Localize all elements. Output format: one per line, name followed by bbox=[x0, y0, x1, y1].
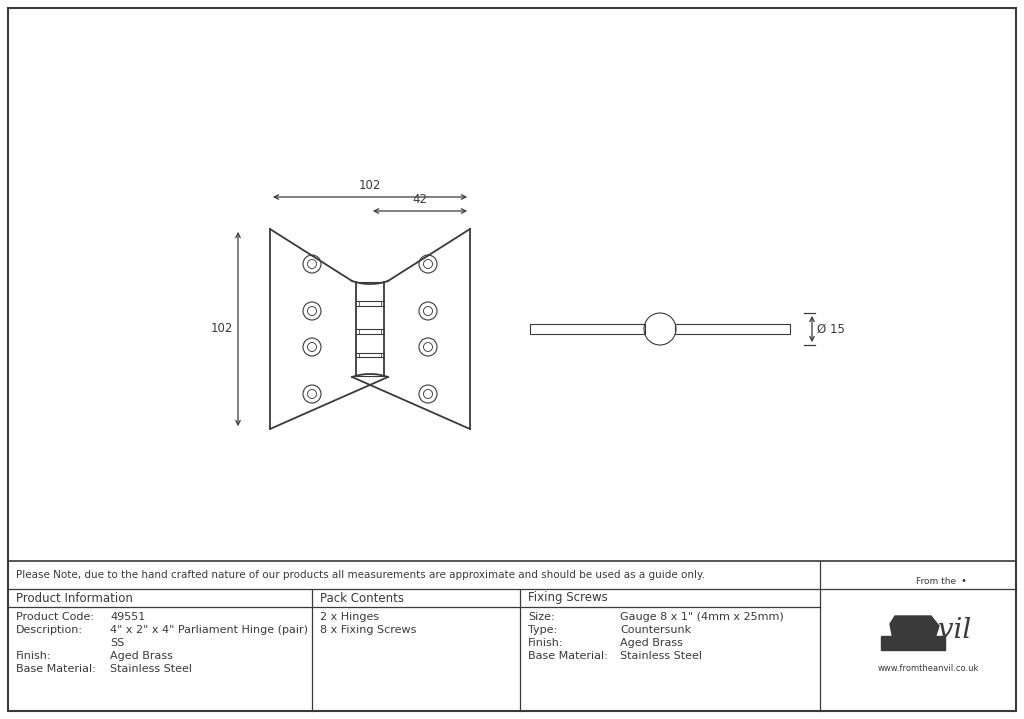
Text: Description:: Description: bbox=[16, 625, 83, 635]
Text: 8 x Fixing Screws: 8 x Fixing Screws bbox=[319, 625, 417, 635]
Text: Finish:: Finish: bbox=[16, 651, 51, 661]
Text: Base Material:: Base Material: bbox=[16, 664, 96, 674]
Bar bbox=[675, 324, 790, 334]
Text: Stainless Steel: Stainless Steel bbox=[110, 664, 193, 674]
Text: Aged Brass: Aged Brass bbox=[620, 638, 683, 648]
Text: 102: 102 bbox=[358, 179, 381, 192]
Text: Gauge 8 x 1" (4mm x 25mm): Gauge 8 x 1" (4mm x 25mm) bbox=[620, 612, 783, 622]
Text: 2 x Hinges: 2 x Hinges bbox=[319, 612, 379, 622]
Text: Type:: Type: bbox=[528, 625, 557, 635]
Text: From the: From the bbox=[915, 577, 956, 586]
Text: Product Information: Product Information bbox=[16, 592, 133, 605]
Text: Ø 15: Ø 15 bbox=[817, 323, 845, 336]
Text: Anvil: Anvil bbox=[900, 618, 972, 644]
Bar bbox=[881, 636, 945, 650]
Text: •: • bbox=[961, 576, 966, 586]
Text: SS: SS bbox=[110, 638, 124, 648]
Polygon shape bbox=[890, 616, 939, 650]
Text: www.fromtheanvil.co.uk: www.fromtheanvil.co.uk bbox=[878, 664, 979, 673]
Text: Fixing Screws: Fixing Screws bbox=[528, 592, 608, 605]
Text: Finish:: Finish: bbox=[528, 638, 563, 648]
Text: 4" x 2" x 4" Parliament Hinge (pair): 4" x 2" x 4" Parliament Hinge (pair) bbox=[110, 625, 308, 635]
Text: 102: 102 bbox=[211, 323, 233, 336]
Text: Pack Contents: Pack Contents bbox=[319, 592, 404, 605]
Bar bbox=[530, 324, 645, 334]
Text: Aged Brass: Aged Brass bbox=[110, 651, 173, 661]
Text: 49551: 49551 bbox=[110, 612, 145, 622]
Text: Stainless Steel: Stainless Steel bbox=[620, 651, 702, 661]
Text: Size:: Size: bbox=[528, 612, 555, 622]
Text: Base Material:: Base Material: bbox=[528, 651, 608, 661]
Text: Product Code:: Product Code: bbox=[16, 612, 94, 622]
Text: Countersunk: Countersunk bbox=[620, 625, 691, 635]
Text: 42: 42 bbox=[413, 193, 427, 206]
Text: Please Note, due to the hand crafted nature of our products all measurements are: Please Note, due to the hand crafted nat… bbox=[16, 570, 705, 580]
